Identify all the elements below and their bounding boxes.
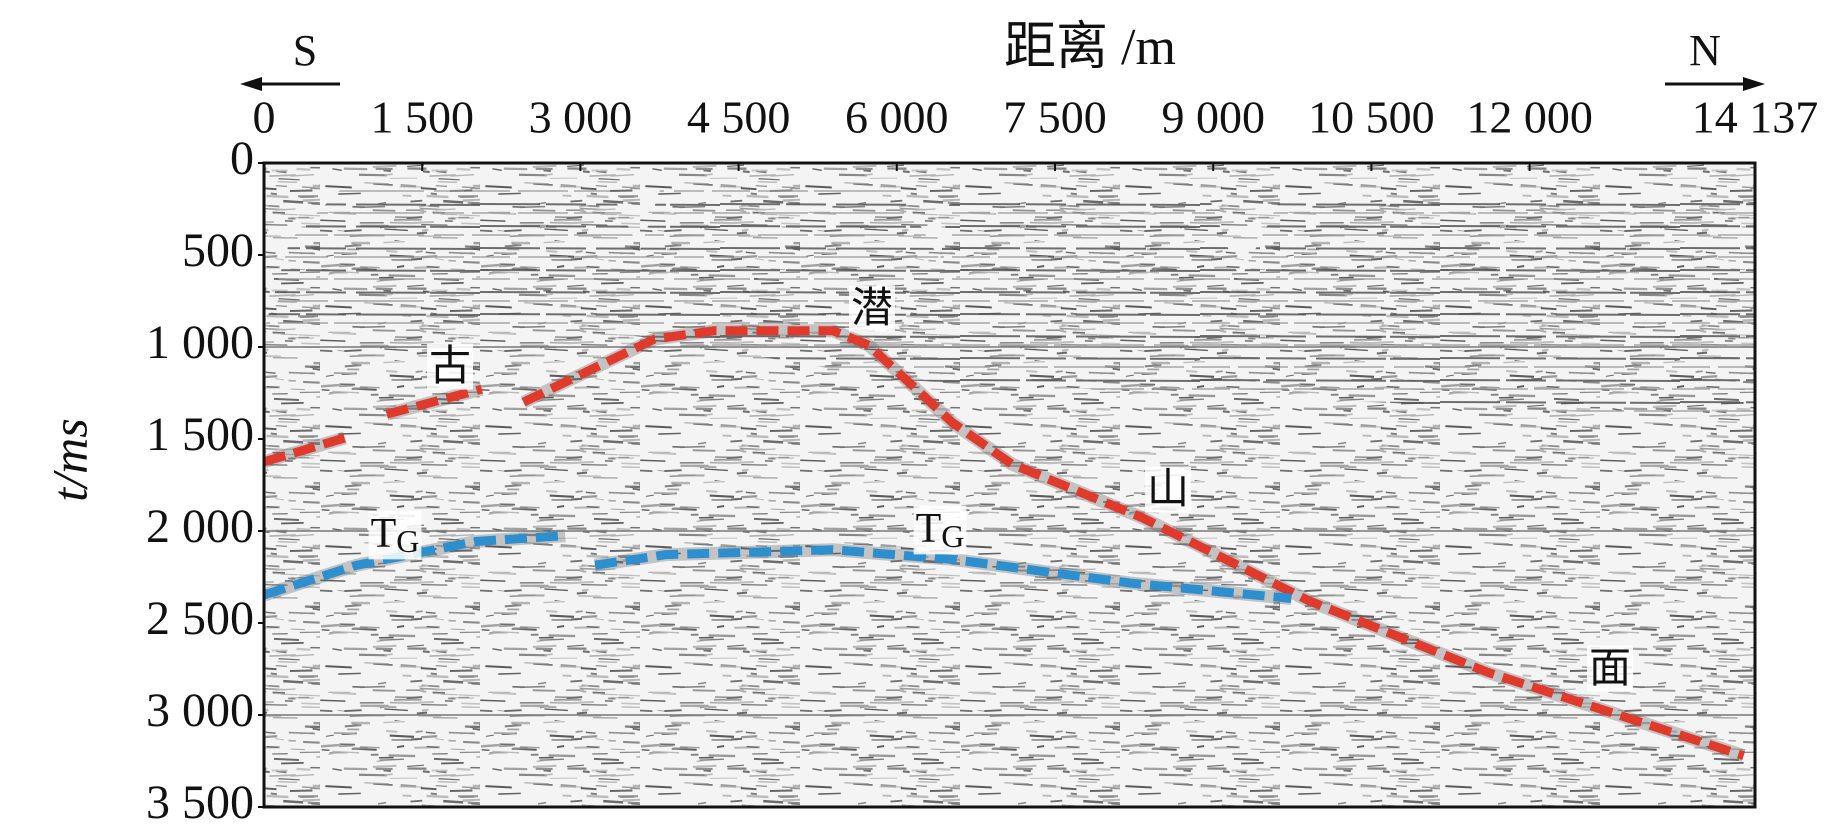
direction-label: N (1689, 26, 1721, 75)
x-tick-label: 9 000 (1161, 92, 1265, 143)
seismic-section (264, 163, 1755, 807)
annotation-subscript: G (396, 523, 419, 559)
x-tick-label: 14 137 (1692, 92, 1819, 143)
y-tick-label: 500 (182, 224, 254, 277)
y-axis-label: t/ms (41, 418, 97, 501)
direction-arrow (240, 77, 1765, 91)
chart-title: 距离 /m (1004, 19, 1176, 76)
x-tick-label: 0 (253, 92, 276, 143)
annotation-background (1586, 645, 1634, 692)
annotation: 面 (1589, 646, 1631, 692)
direction-label: S (293, 26, 317, 75)
plot-frame (262, 161, 1757, 809)
annotation-text: 山 (1147, 467, 1189, 513)
annotation-text: 古 (429, 344, 471, 390)
x-tick-label: 7 500 (1003, 92, 1107, 143)
annotation-text: T (916, 506, 942, 552)
annotation: TG (371, 511, 420, 560)
x-tick-label: 12 000 (1466, 92, 1593, 143)
annotation-text: 面 (1589, 646, 1631, 692)
y-tick-label: 3 000 (146, 684, 254, 737)
y-tick-label: 1 500 (146, 408, 254, 461)
y-tick-label: 2 000 (146, 500, 254, 553)
annotation-background (848, 285, 896, 332)
annotation: TG (916, 506, 965, 555)
x-tick-label: 10 500 (1308, 92, 1435, 143)
annotation: 古 (429, 344, 471, 390)
annotation-background (426, 343, 474, 390)
annotation: 潜 (851, 286, 893, 332)
x-tick-label: 1 500 (370, 92, 474, 143)
annotation-subscript: G (941, 518, 964, 554)
x-tick-label: 4 500 (687, 92, 791, 143)
annotation-background (913, 505, 967, 555)
annotation-background (368, 510, 422, 560)
annotation-text: T (371, 511, 397, 557)
horizon-line (264, 326, 1745, 760)
y-tick-label: 1 000 (146, 316, 254, 369)
annotation-background (1144, 466, 1192, 513)
y-tick-label: 0 (230, 132, 254, 185)
y-tick-label: 3 500 (146, 776, 254, 827)
x-tick-label: 6 000 (845, 92, 949, 143)
annotation: 山 (1147, 467, 1189, 513)
x-tick-label: 3 000 (529, 92, 633, 143)
section-strata (264, 190, 1755, 420)
y-tick-label: 2 500 (146, 592, 254, 645)
annotation-text: 潜 (851, 286, 893, 332)
